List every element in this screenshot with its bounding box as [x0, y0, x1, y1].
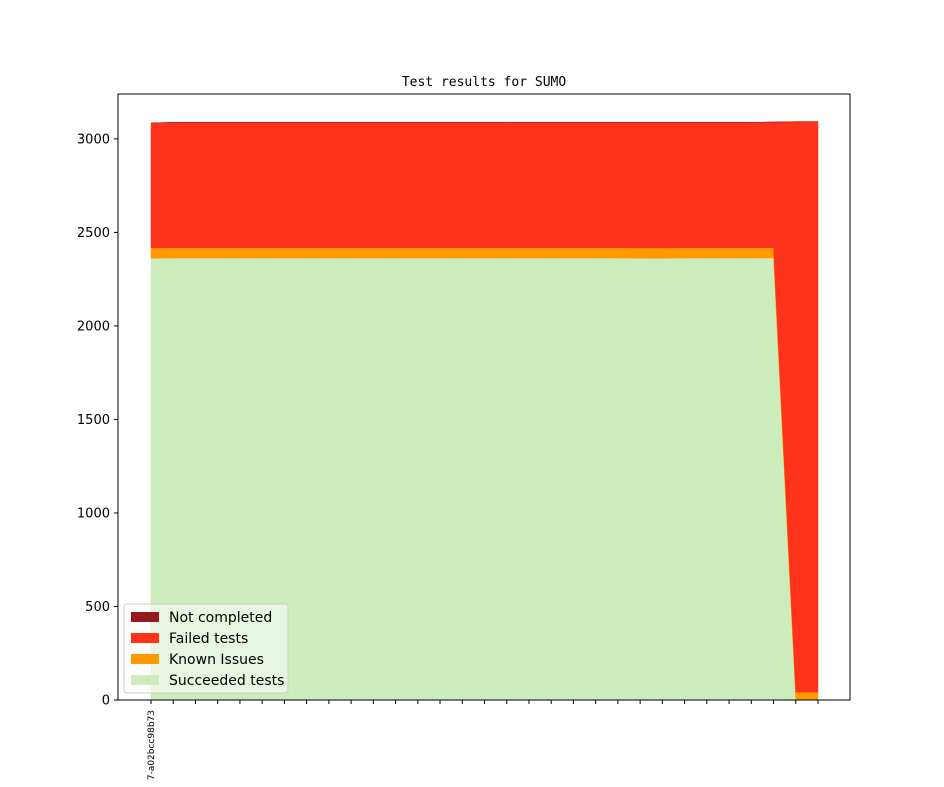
- legend-box: [123, 603, 289, 694]
- y-tick-label: 1500: [77, 413, 110, 428]
- y-tick-label: 500: [85, 600, 110, 615]
- y-tick-label: 3000: [77, 132, 110, 147]
- legend-label: Failed tests: [169, 631, 248, 647]
- x-axis: 7-a02bcc98b73: [147, 700, 819, 780]
- legend: Not completed Failed tests Known Issues Suc…: [123, 603, 289, 694]
- legend-swatch: [131, 633, 159, 643]
- y-tick-label: 0: [102, 694, 110, 709]
- y-axis: 0 500 1000 1500 2000 2500 3000: [77, 132, 118, 709]
- y-tick-label: 2000: [77, 319, 110, 334]
- y-tick-label: 2500: [77, 226, 110, 241]
- legend-label: Not completed: [169, 610, 272, 626]
- x-tick-label: 7-a02bcc98b73: [147, 710, 157, 780]
- area-not-completed: [150, 121, 818, 124]
- legend-swatch: [131, 675, 159, 685]
- legend-label: Known Issues: [169, 652, 264, 668]
- legend-swatch: [131, 654, 159, 664]
- legend-label: Succeeded tests: [169, 673, 284, 689]
- legend-swatch: [131, 612, 159, 622]
- y-tick-label: 1000: [77, 506, 110, 521]
- chart-title: Test results for SUMO: [402, 75, 567, 90]
